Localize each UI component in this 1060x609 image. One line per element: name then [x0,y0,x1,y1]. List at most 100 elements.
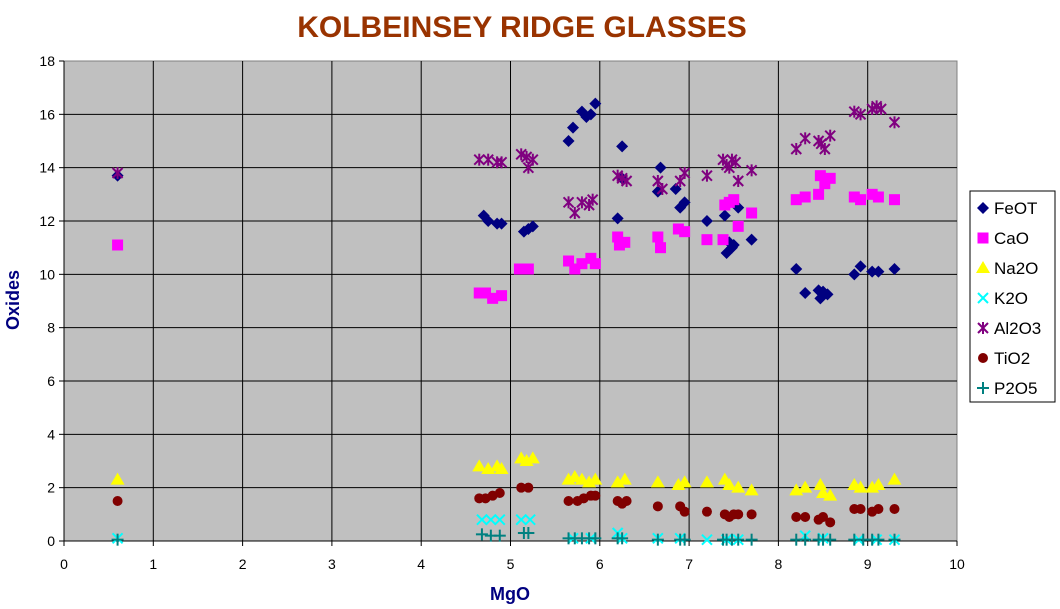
point-cao [866,188,878,200]
point-al2o3 [701,169,713,182]
point-al2o3 [562,196,575,209]
point-al2o3 [875,103,887,115]
x-tick-label: 7 [685,556,693,572]
point-p2o5 [888,533,901,546]
point-p2o5 [616,532,629,545]
x-tick-label: 6 [596,556,604,572]
legend-marker-k2o [977,292,989,304]
legend: FeOT CaO Na2O K2O Al2O3 TiO2 P2O5 [969,190,1056,403]
point-cao [848,191,860,203]
point-na2o [588,472,603,485]
y-tick-label: 4 [47,426,55,442]
point-al2o3 [111,167,124,179]
point-feot [745,233,758,246]
series-p2o5 [111,527,901,546]
point-al2o3 [473,153,485,166]
point-al2o3 [729,156,742,169]
legend-label-al2o3: Al2O3 [994,319,1041,338]
point-tio2 [855,504,866,514]
legend-item-cao: CaO [977,229,1029,248]
point-cao [589,258,601,270]
y-tick-label: 6 [47,373,55,389]
y-tick-label: 16 [39,106,55,122]
point-k2o [524,513,536,526]
point-k2o [515,513,527,526]
point-p2o5 [799,533,812,546]
legend-label-k2o: K2O [994,289,1028,308]
point-feot [848,268,861,281]
point-feot [700,215,713,227]
point-cao [496,290,508,302]
legend-marker-na2o [976,261,990,273]
point-cao [569,263,581,275]
point-cao [814,170,826,182]
point-cao [701,234,713,246]
point-al2o3 [732,175,744,187]
legend-marker-tio2 [978,353,988,363]
point-na2o [722,478,737,490]
point-al2o3 [495,156,508,169]
point-cao [790,194,802,206]
legend-marker-al2o3 [977,322,989,334]
y-tick-label: 12 [39,213,55,229]
point-feot [567,121,580,134]
chart-title: KOLBEINSEY RIDGE GLASSES [297,11,747,44]
point-p2o5 [732,533,745,546]
point-cao [855,194,867,206]
legend-item-p2o5: P2O5 [977,379,1037,398]
point-feot [589,97,602,110]
legend-item-al2o3: Al2O3 [977,319,1041,338]
point-na2o [494,462,509,474]
point-feot [526,220,539,233]
point-k2o [476,513,488,526]
x-tick-label: 8 [775,556,783,572]
point-na2o [472,459,487,472]
legend-marker-cao [977,232,989,244]
point-feot [888,263,901,275]
point-cao [563,255,575,267]
point-na2o [813,478,828,490]
legend-item-feot: FeOT [977,199,1037,218]
point-cao [746,207,758,219]
legend-label-tio2: TiO2 [994,349,1030,368]
point-cao [522,263,534,275]
legend-label-cao: CaO [994,229,1029,248]
series-al2o3 [111,100,901,219]
y-tick-label: 2 [47,480,55,496]
point-feot [669,183,682,195]
point-feot [799,287,812,299]
point-cao [732,220,744,232]
point-cao [888,194,900,206]
point-cao [679,226,691,238]
point-na2o [744,483,759,496]
point-tio2 [873,504,884,514]
point-tio2 [590,490,601,501]
point-cao [612,231,624,243]
point-cao [655,242,667,254]
point-na2o [699,475,714,488]
point-na2o [798,480,813,493]
point-na2o [887,472,902,485]
point-al2o3 [790,143,802,155]
point-cao [487,292,499,304]
point-feot [790,263,803,275]
point-al2o3 [576,196,588,209]
point-k2o [494,513,506,526]
legend-label-na2o: Na2O [994,259,1038,278]
point-na2o [853,480,868,493]
point-tio2 [523,482,534,493]
point-feot [482,215,495,227]
point-feot [727,239,740,251]
point-tio2 [621,496,632,506]
point-al2o3 [620,175,633,187]
y-tick-label: 8 [47,320,55,336]
point-tio2 [791,512,802,522]
x-tick-label: 9 [864,556,872,572]
point-feot [584,108,597,121]
point-al2o3 [819,143,831,155]
point-p2o5 [872,533,885,546]
point-p2o5 [745,533,758,546]
point-cao [473,287,485,299]
